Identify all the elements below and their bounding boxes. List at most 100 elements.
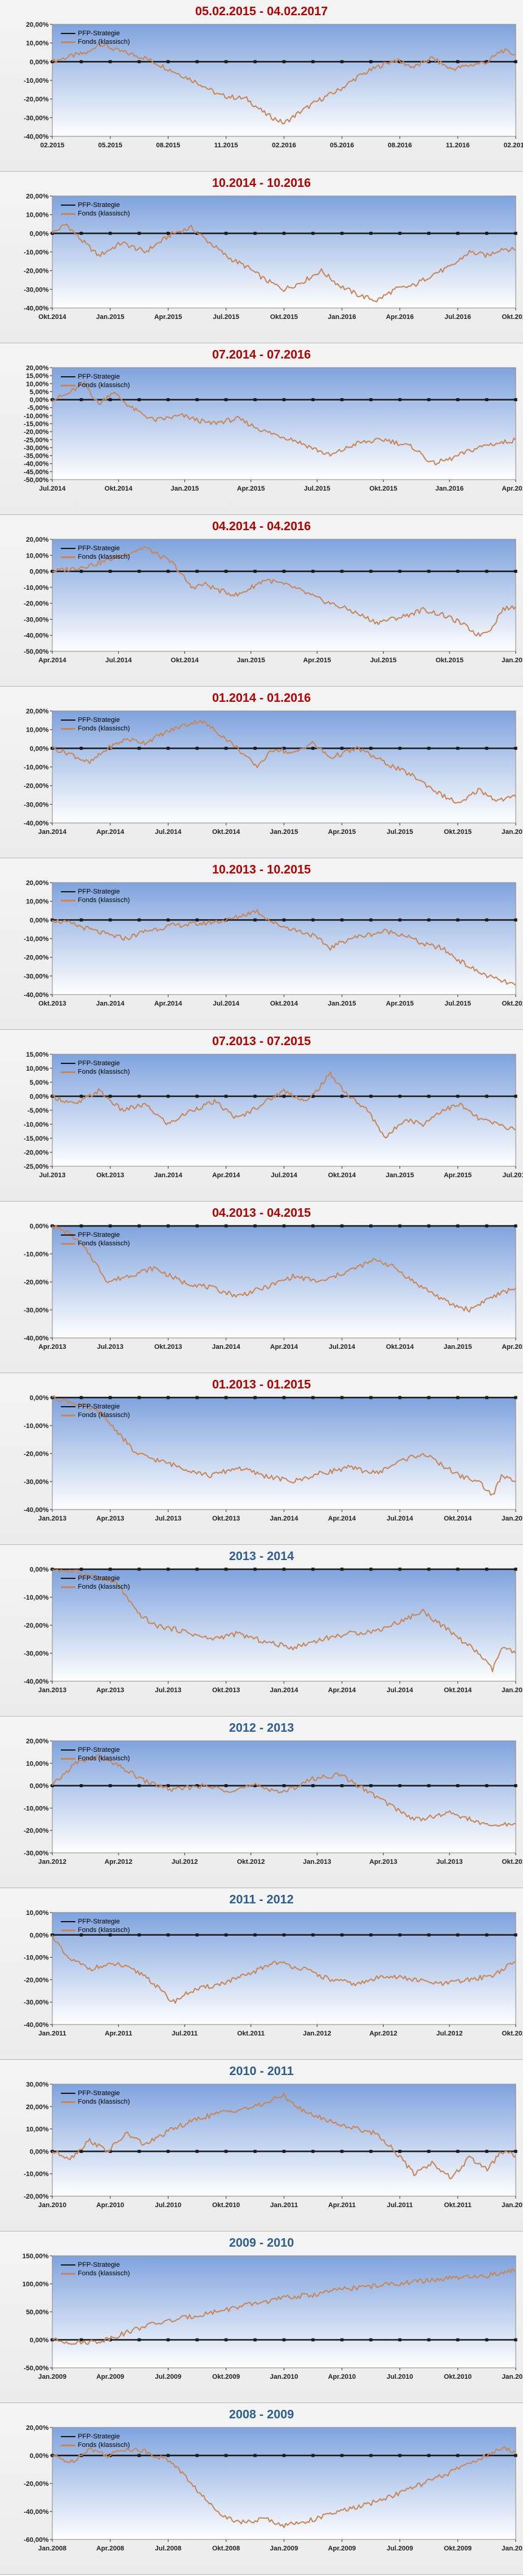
x-tick-label: Jul.2015: [304, 485, 330, 492]
y-tick-label: 30,00%: [26, 2081, 49, 2088]
series-pfp-strategie-marker: [427, 1784, 431, 1788]
x-tick-label: Jan.2010: [270, 2373, 298, 2381]
series-pfp-strategie-marker: [369, 1094, 373, 1098]
x-tick-label: Okt.2015: [435, 657, 463, 664]
series-pfp-strategie-marker: [514, 1933, 518, 1937]
x-tick-label: Apr.2008: [96, 2545, 124, 2552]
legend-label: PFP-Strategie: [78, 1403, 120, 1410]
series-pfp-strategie-marker: [167, 1396, 170, 1399]
legend-item: PFP-Strategie: [61, 1917, 130, 1926]
legend-label: PFP-Strategie: [78, 373, 120, 380]
x-tick-label: Okt.2009: [444, 2545, 472, 2552]
series-pfp-strategie-marker: [137, 1784, 141, 1788]
y-tick-label: 0,00%: [30, 397, 49, 404]
y-tick-label: 20,00%: [26, 2104, 49, 2111]
x-tick-label: Jan.2014: [270, 1687, 299, 1694]
x-tick-label: Okt.2015: [369, 485, 397, 492]
x-tick-label: Apr.2013: [369, 1858, 397, 1866]
series-pfp-strategie-marker: [340, 2454, 344, 2457]
x-tick-label: Apr.2013: [96, 1515, 124, 1522]
legend-label: Fonds (klassisch): [78, 2441, 130, 2449]
x-tick-label: Jan.2016: [502, 828, 523, 836]
series-pfp-strategie-marker: [485, 60, 488, 63]
legend-swatch: [61, 719, 75, 721]
x-tick-label: Apr.2014: [328, 1515, 356, 1522]
legend-label: Fonds (klassisch): [78, 1068, 130, 1076]
series-pfp-strategie-marker: [282, 398, 286, 402]
x-tick-label: Apr.2016: [386, 313, 414, 321]
x-tick-label: Jul.2014: [329, 1343, 356, 1351]
series-pfp-strategie-marker: [108, 1094, 112, 1098]
series-pfp-strategie-marker: [369, 231, 373, 235]
chart-legend: PFP-Strategie Fonds (klassisch): [61, 1402, 130, 1419]
series-fonds-klassisch-line: [52, 909, 516, 986]
y-tick-label: -20,00%: [24, 2193, 49, 2200]
chart-panel: 01.2013 - 01.2015 0,00% -10,00% -20,00% -30,…: [0, 1373, 523, 1545]
y-tick-label: -30,00%: [24, 114, 49, 122]
chart-title: 01.2013 - 01.2015: [212, 1378, 311, 1391]
x-tick-label: Jul.2011: [171, 2030, 198, 2037]
x-tick-label: Jul.2016: [445, 313, 471, 321]
chart-legend: PFP-Strategie Fonds (klassisch): [61, 2261, 130, 2278]
x-tick-label: Jul.2010: [387, 2373, 413, 2381]
series-pfp-strategie-marker: [427, 1396, 431, 1399]
series-pfp-strategie-marker: [224, 1933, 228, 1937]
series-pfp-strategie-marker: [340, 1396, 344, 1399]
series-pfp-strategie-marker: [398, 1396, 401, 1399]
series-pfp-strategie-marker: [514, 60, 518, 63]
series-pfp-strategie-marker: [195, 1396, 199, 1399]
series-pfp-strategie-marker: [398, 918, 401, 922]
series-pfp-strategie-marker: [224, 1567, 228, 1571]
series-pfp-strategie-marker: [108, 1396, 112, 1399]
series-pfp-strategie-marker: [137, 746, 141, 750]
plot-area: [52, 367, 516, 480]
y-tick-label: 0,00%: [30, 1223, 49, 1230]
x-tick-label: Jul.2012: [436, 2030, 462, 2037]
series-pfp-strategie-marker: [427, 918, 431, 922]
legend-swatch: [61, 1578, 75, 1579]
series-pfp-strategie-marker: [108, 918, 112, 922]
chart-svg: 20,00%15,00%10,00%5,00%0,00%-5,00%-10,00…: [24, 365, 523, 492]
chart-legend: PFP-Strategie Fonds (klassisch): [61, 1574, 130, 1591]
chart-svg: 20,00% 10,00% 0,00% -10,00% -20,00% -30,00% -4…: [24, 536, 523, 664]
series-fonds-klassisch-line: [52, 1753, 516, 1827]
series-pfp-strategie-marker: [340, 918, 344, 922]
series-pfp-strategie-marker: [311, 60, 315, 63]
series-pfp-strategie-marker: [253, 60, 257, 63]
series-pfp-strategie-marker: [80, 1784, 83, 1788]
y-tick-label: -40,00%: [24, 2508, 49, 2516]
y-tick-label: -30,00%: [24, 1999, 49, 2006]
y-tick-label: -20,00%: [24, 1827, 49, 1835]
x-tick-label: 08.2016: [388, 142, 412, 149]
x-tick-label: Okt.2014: [38, 313, 67, 321]
series-pfp-strategie-marker: [108, 1567, 112, 1571]
legend-swatch: [61, 2093, 75, 2094]
series-pfp-strategie-marker: [311, 918, 315, 922]
legend-swatch: [61, 2272, 75, 2275]
chart-title: 10.2014 - 10.2016: [212, 177, 311, 190]
series-pfp-strategie-marker: [398, 2149, 401, 2153]
y-tick-label: 0,00%: [30, 1093, 49, 1101]
legend-label: Fonds (klassisch): [78, 2270, 130, 2277]
x-tick-label: Apr.2013: [96, 1687, 124, 1694]
series-pfp-strategie-marker: [253, 918, 257, 922]
chart-panel: 2011 - 2012 10,00% 0,00% -10,00% -20,00% -30,…: [0, 1888, 523, 2060]
x-tick-label: Okt.2016: [502, 313, 523, 321]
series-fonds-klassisch-line: [52, 1934, 516, 2004]
legend-item: Fonds (klassisch): [61, 553, 130, 561]
x-tick-label: Okt.2013: [212, 1687, 240, 1694]
series-pfp-strategie-marker: [514, 1224, 518, 1228]
y-tick-label: 10,00%: [26, 40, 49, 47]
chart-svg: 20,00% 10,00% 0,00% -10,00% -20,00% -30,00% -4…: [24, 708, 523, 836]
series-pfp-strategie-marker: [398, 1933, 401, 1937]
x-tick-label: Jul.2013: [155, 1515, 181, 1522]
x-tick-label: Jan.2015: [328, 1000, 356, 1007]
plot-area: [52, 1569, 516, 1682]
legend-label: Fonds (klassisch): [78, 1583, 130, 1591]
x-tick-label: Okt.2011: [237, 2030, 265, 2037]
series-pfp-strategie-marker: [195, 2338, 199, 2342]
legend-swatch: [61, 899, 75, 901]
series-pfp-strategie-marker: [369, 398, 373, 402]
x-tick-label: Okt.2010: [212, 2202, 240, 2209]
x-tick-label: Okt.2014: [212, 828, 241, 836]
